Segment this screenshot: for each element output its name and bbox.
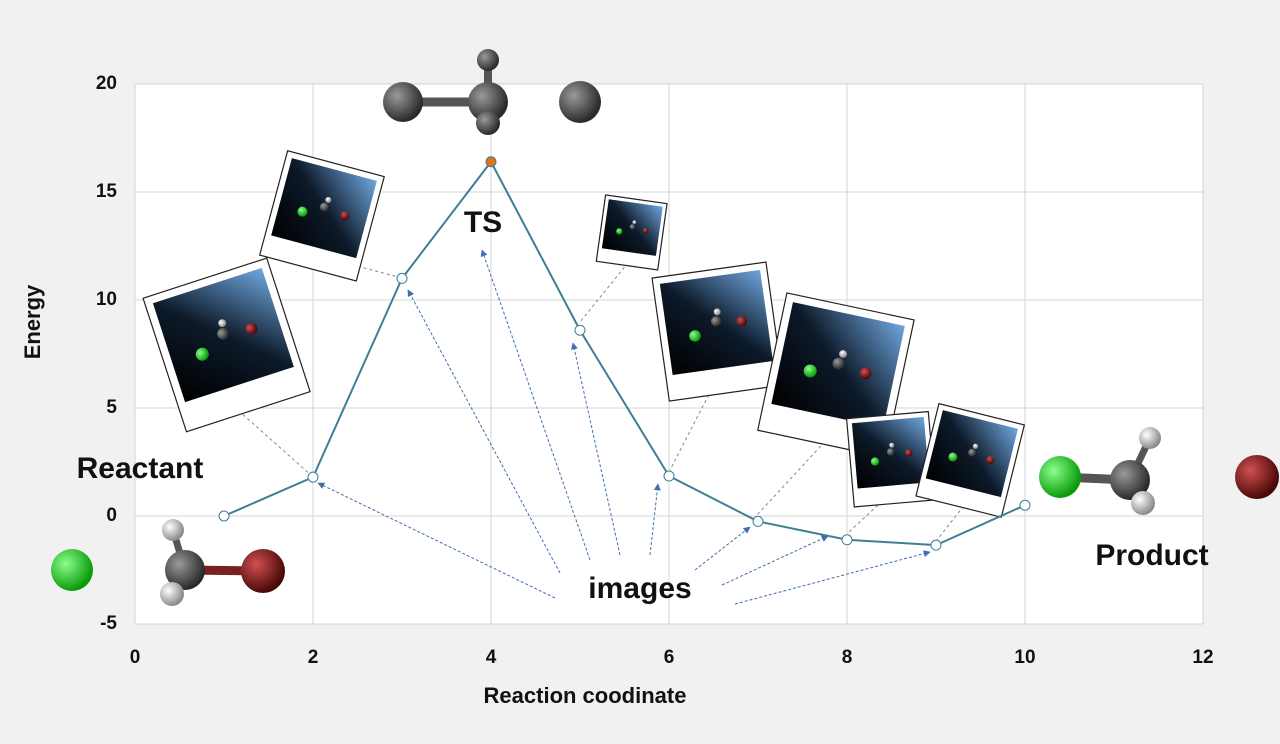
atom xyxy=(886,448,895,456)
atom xyxy=(839,350,847,358)
arrow xyxy=(649,483,661,556)
atom xyxy=(241,549,285,593)
atom xyxy=(1039,456,1081,498)
arrow xyxy=(734,550,931,605)
illustrations xyxy=(51,49,1279,606)
atom xyxy=(1131,491,1155,515)
data-point xyxy=(485,156,497,168)
atom xyxy=(968,448,977,457)
x-tick-label: 4 xyxy=(486,647,497,668)
atom xyxy=(319,202,329,212)
atom xyxy=(859,367,872,380)
x-tick-label: 0 xyxy=(130,647,141,668)
photo xyxy=(142,257,311,433)
y-tick-label: 5 xyxy=(106,397,117,418)
x-tick-label: 6 xyxy=(664,647,675,668)
atom xyxy=(972,443,979,449)
atom xyxy=(162,519,184,541)
atom xyxy=(870,457,880,466)
data-point xyxy=(307,471,319,483)
atom xyxy=(905,449,913,457)
atom xyxy=(297,206,308,217)
atom xyxy=(165,550,205,590)
series xyxy=(218,156,1031,551)
atom xyxy=(340,211,350,221)
atom xyxy=(245,322,258,335)
data-point xyxy=(574,324,586,336)
arrow xyxy=(317,482,556,599)
atom xyxy=(832,357,845,370)
atom xyxy=(689,330,701,342)
atom xyxy=(476,111,500,135)
data-point xyxy=(218,510,230,522)
y-tick-label: -5 xyxy=(100,613,117,634)
photo xyxy=(651,261,784,402)
atom xyxy=(948,452,958,462)
atom xyxy=(477,49,499,71)
atom xyxy=(217,327,229,340)
arrow xyxy=(694,526,751,571)
photo xyxy=(258,150,385,282)
atom xyxy=(160,582,184,606)
leader-line xyxy=(847,492,892,534)
atom xyxy=(218,319,227,328)
series-line xyxy=(223,159,1026,547)
photo xyxy=(915,402,1026,518)
atom xyxy=(51,549,93,591)
data-point xyxy=(1019,499,1031,511)
data-point xyxy=(841,534,853,546)
leader-line xyxy=(669,378,718,471)
y-tick-label: 20 xyxy=(96,73,117,94)
atom xyxy=(195,347,209,361)
annotation: Product xyxy=(1095,539,1208,572)
annotation: TS xyxy=(464,206,502,239)
y-axis-label: Energy xyxy=(20,284,45,359)
atom xyxy=(711,316,722,327)
photo xyxy=(845,410,937,508)
atom xyxy=(1110,460,1150,500)
y-tick-label: 10 xyxy=(96,289,117,310)
atom xyxy=(1139,427,1161,449)
data-point xyxy=(930,539,942,551)
y-tick-label: 0 xyxy=(106,505,117,526)
data-point xyxy=(752,515,764,527)
data-point xyxy=(663,470,675,482)
atom xyxy=(383,82,423,122)
atom xyxy=(803,364,817,378)
annotation: images xyxy=(588,572,691,605)
atom xyxy=(559,81,601,123)
x-axis-label: Reaction coodinate xyxy=(484,683,687,708)
x-tick-label: 2 xyxy=(308,647,319,668)
x-tick-label: 12 xyxy=(1192,647,1213,668)
atom xyxy=(468,82,508,122)
arrow xyxy=(570,342,621,556)
atom xyxy=(736,316,747,327)
arrow xyxy=(721,535,829,586)
atom xyxy=(616,228,623,235)
arrow xyxy=(407,289,561,574)
leader-line xyxy=(579,257,633,323)
x-tick-label: 8 xyxy=(842,647,853,668)
atom xyxy=(325,196,332,203)
y-tick-label: 15 xyxy=(96,181,118,202)
atom xyxy=(713,308,721,316)
atom xyxy=(889,442,895,448)
data-point xyxy=(396,272,408,284)
annotation: Reactant xyxy=(77,452,204,485)
atom xyxy=(629,224,636,230)
atom xyxy=(986,456,995,464)
x-tick-label: 10 xyxy=(1014,647,1035,668)
photo xyxy=(595,194,668,271)
atom xyxy=(632,220,637,225)
atom xyxy=(642,227,649,234)
atom xyxy=(1235,455,1279,499)
